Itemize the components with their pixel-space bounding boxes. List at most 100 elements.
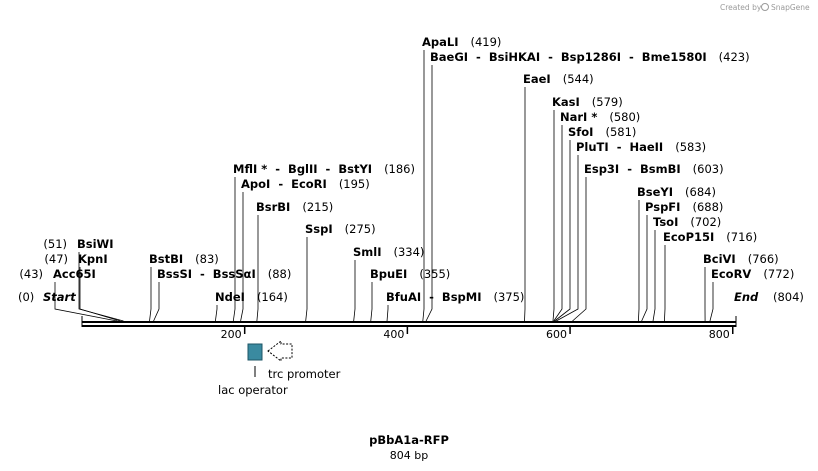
site-position-bfuai: (375)	[494, 290, 525, 304]
restriction-site-mfli[interactable]: MflI * - BglII - BstYI (186)	[233, 162, 415, 176]
site-position-smli: (334)	[394, 245, 425, 259]
site-line-nari	[553, 125, 563, 322]
restriction-site-bpuei[interactable]: BpuEI (355)	[370, 267, 450, 281]
restriction-site-bfuai[interactable]: BfuAI - BspMI (375)	[386, 290, 524, 304]
backbone-bottom-strand	[82, 325, 736, 327]
sequence-backbone	[82, 321, 736, 327]
site-name-kasi: KasI	[552, 95, 580, 109]
restriction-site-apoi[interactable]: ApoI - EcoRI (195)	[241, 177, 370, 191]
site-line-kasi	[552, 110, 555, 322]
site-line-ecop15i	[664, 245, 666, 322]
site-line-pluti	[556, 155, 579, 322]
site-line-acc65i	[54, 282, 118, 322]
start-label: Start	[43, 290, 76, 304]
restriction-site-bstbi[interactable]: BstBI (83)	[149, 252, 219, 266]
restriction-site-pluti[interactable]: PluTI - HaeII (583)	[576, 140, 706, 154]
restriction-site-ndei[interactable]: NdeI (164)	[215, 290, 288, 304]
site-name-pspfi: PspFI	[645, 200, 680, 214]
restriction-site-smli[interactable]: SmlI (334)	[353, 245, 424, 259]
site-name-apali: ApaLI	[422, 35, 459, 49]
site-position-bcivi: (766)	[748, 252, 779, 266]
restriction-site-kpni[interactable]: KpnI (47)	[44, 252, 107, 266]
lac-operator-label: lac operator	[218, 383, 288, 397]
restriction-site-pspfi[interactable]: PspFI (688)	[645, 200, 723, 214]
feature-trc-promoter[interactable]: trc promoter	[267, 339, 341, 381]
restriction-site-bsrbi[interactable]: BsrBI (215)	[256, 200, 333, 214]
site-name-mfli: MflI * - BglII - BstYI	[233, 162, 372, 176]
restriction-site-bsssi[interactable]: BssSI - BssSαI (88)	[157, 267, 291, 281]
site-position-bseyi: (684)	[685, 185, 716, 199]
site-position-bstbi: (83)	[195, 252, 219, 266]
site-name-sfoi: SfoI	[568, 125, 593, 139]
credit-prefix: Created by	[720, 3, 762, 12]
site-position-sspi: (275)	[345, 222, 376, 236]
site-name-acc65i: Acc65I	[53, 267, 96, 281]
restriction-site-bsiwi[interactable]: BsiWI (51)	[43, 237, 113, 251]
site-position-pspfi: (688)	[692, 200, 723, 214]
restriction-site-ecop15i[interactable]: EcoP15I (716)	[663, 230, 757, 244]
site-name-baegi: BaeGI - BsiHKAI - Bsp1286I - Bme1580I	[430, 50, 707, 64]
site-position-pluti: (583)	[675, 140, 706, 154]
site-name-ndei: NdeI	[215, 290, 245, 304]
site-name-bcivi: BciVI	[703, 252, 736, 266]
site-line-ndei	[215, 305, 218, 322]
restriction-site-kasi[interactable]: KasI (579)	[552, 95, 623, 109]
site-line-mfli	[232, 177, 236, 322]
site-position-esp3i: (603)	[693, 162, 724, 176]
site-line-bpuei	[370, 282, 373, 322]
site-line-esp3i	[572, 177, 587, 322]
site-line-bstbi	[149, 267, 152, 322]
axis-tick-label-600: 600	[546, 328, 567, 341]
site-position-ecop15i: (716)	[726, 230, 757, 244]
site-name-bfuai: BfuAI - BspMI	[386, 290, 482, 304]
site-line-baegi	[425, 65, 433, 322]
end-label: End	[734, 290, 759, 304]
site-line-apali	[422, 50, 425, 322]
restriction-site-eaei[interactable]: EaeI (544)	[523, 72, 594, 86]
site-line-tsoi	[652, 230, 656, 322]
restriction-site-sfoi[interactable]: SfoI (581)	[568, 125, 636, 139]
site-name-bsiwi: BsiWI	[77, 237, 114, 251]
site-name-eaei: EaeI	[523, 72, 551, 86]
restriction-site-ecorv[interactable]: EcoRV (772)	[711, 267, 794, 281]
restriction-site-baegi[interactable]: BaeGI - BsiHKAI - Bsp1286I - Bme1580I (42…	[430, 50, 750, 64]
site-line-bseyi	[637, 200, 640, 322]
backbone-top-strand	[82, 321, 736, 323]
trc-promoter-label: trc promoter	[268, 367, 341, 381]
restriction-site-esp3i[interactable]: Esp3I - BsmBI (603)	[584, 162, 724, 176]
restriction-site-nari[interactable]: NarI * (580)	[560, 110, 640, 124]
site-line-bsrbi	[256, 215, 259, 322]
restriction-site-sspi[interactable]: SspI (275)	[305, 222, 376, 236]
axis-tick-label-200: 200	[221, 328, 242, 341]
site-name-nari: NarI *	[560, 110, 597, 124]
site-position-apali: (419)	[471, 35, 502, 49]
site-line-sspi	[305, 237, 308, 322]
feature-lac-operator[interactable]: lac operator	[218, 343, 288, 397]
site-connector-lines	[54, 50, 714, 322]
site-position-acc65i: (43)	[19, 267, 43, 281]
restriction-site-apali[interactable]: ApaLI (419)	[422, 35, 501, 49]
lac-operator-box-icon	[247, 343, 263, 361]
site-labels: Acc65I (43) KpnI (47) BsiWI (51) BstBI (83)BssS…	[19, 35, 794, 304]
site-name-smli: SmlI	[353, 245, 382, 259]
site-line-apoi	[240, 192, 244, 322]
site-line-pspfi	[641, 215, 648, 322]
site-name-esp3i: Esp3I - BsmBI	[584, 162, 681, 176]
site-position-baegi: (423)	[719, 50, 750, 64]
credit-brand: SnapGene	[771, 3, 810, 12]
restriction-site-tsoi[interactable]: TsoI (702)	[653, 215, 721, 229]
snapgene-logo-icon	[761, 3, 769, 11]
site-position-ecorv: (772)	[763, 267, 794, 281]
restriction-site-acc65i[interactable]: Acc65I (43)	[19, 267, 95, 281]
restriction-site-bcivi[interactable]: BciVI (766)	[703, 252, 779, 266]
site-line-bsiwi	[78, 252, 124, 322]
site-name-kpni: KpnI	[78, 252, 108, 266]
site-position-nari: (580)	[609, 110, 640, 124]
site-name-bsssi: BssSI - BssSαI	[157, 267, 256, 281]
site-position-bsssi: (88)	[268, 267, 292, 281]
axis-tick-label-800: 800	[709, 328, 730, 341]
site-position-apoi: (195)	[339, 177, 370, 191]
restriction-site-bseyi[interactable]: BseYI (684)	[637, 185, 716, 199]
site-name-ecop15i: EcoP15I	[663, 230, 714, 244]
